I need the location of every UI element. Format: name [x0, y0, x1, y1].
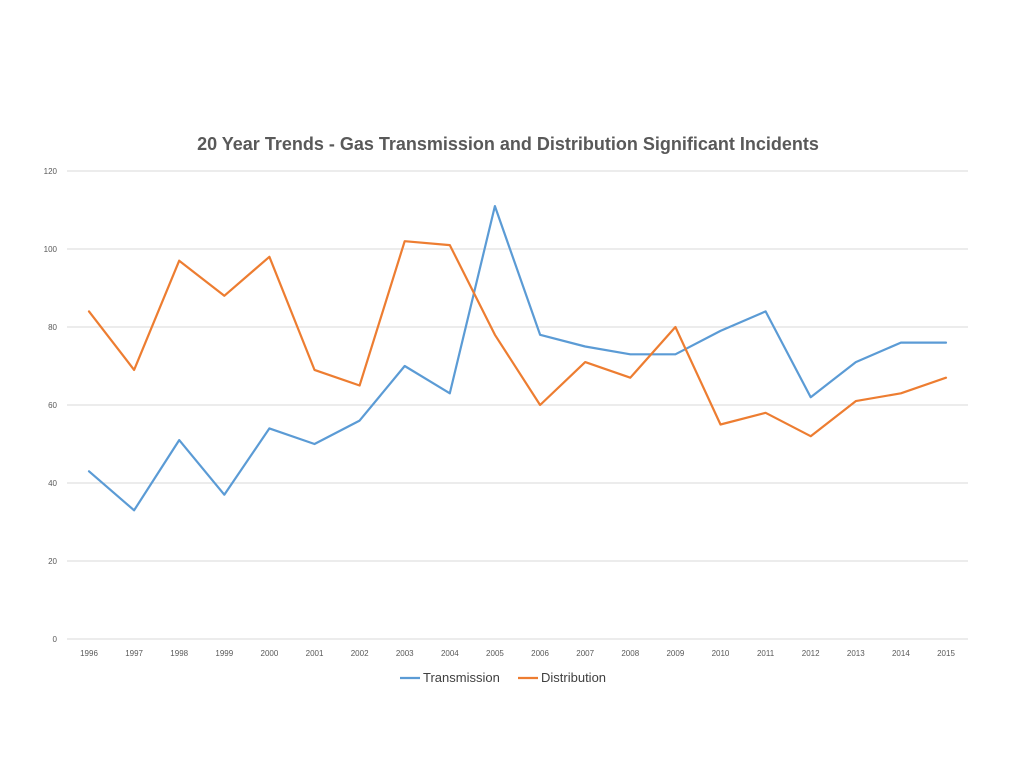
legend-item-distribution: Distribution [518, 670, 606, 685]
x-tick-label: 1996 [80, 649, 98, 658]
legend-item-transmission: Transmission [400, 670, 500, 685]
y-tick-label: 0 [53, 635, 58, 644]
x-tick-label: 2014 [892, 649, 910, 658]
y-tick-label: 20 [48, 557, 57, 566]
y-tick-label: 40 [48, 479, 57, 488]
x-tick-label: 1998 [170, 649, 188, 658]
series-lines [89, 206, 946, 510]
x-tick-label: 2001 [306, 649, 324, 658]
x-tick-label: 2015 [937, 649, 955, 658]
x-tick-label: 2012 [802, 649, 820, 658]
x-tick-label: 2010 [712, 649, 730, 658]
x-tick-label: 2003 [396, 649, 414, 658]
legend-label: Transmission [423, 670, 500, 685]
x-tick-label: 2013 [847, 649, 865, 658]
x-tick-label: 2000 [261, 649, 279, 658]
x-tick-label: 2009 [666, 649, 684, 658]
x-tick-label: 1997 [125, 649, 143, 658]
y-tick-label: 100 [44, 245, 58, 254]
x-tick-label: 2004 [441, 649, 459, 658]
x-tick-label: 2007 [576, 649, 594, 658]
series-line-transmission [89, 206, 946, 510]
y-tick-label: 80 [48, 323, 57, 332]
x-tick-label: 2005 [486, 649, 504, 658]
x-tick-label: 2002 [351, 649, 369, 658]
x-tick-label: 2006 [531, 649, 549, 658]
legend-label: Distribution [541, 670, 606, 685]
y-tick-label: 120 [44, 167, 58, 176]
gridlines [67, 171, 968, 639]
x-tick-label: 2011 [757, 649, 775, 658]
y-tick-label: 60 [48, 401, 57, 410]
x-axis-ticks: 1996 1997 1998 1999 2000 2001 2002 2003 2004 2005… [80, 649, 955, 658]
chart-title: 20 Year Trends - Gas Transmission and Di… [197, 134, 819, 154]
y-axis-ticks: 0 20 40 60 80 100 120 [44, 167, 58, 644]
x-tick-label: 1999 [215, 649, 233, 658]
x-tick-label: 2008 [621, 649, 639, 658]
legend: Transmission Distribution [400, 670, 606, 685]
